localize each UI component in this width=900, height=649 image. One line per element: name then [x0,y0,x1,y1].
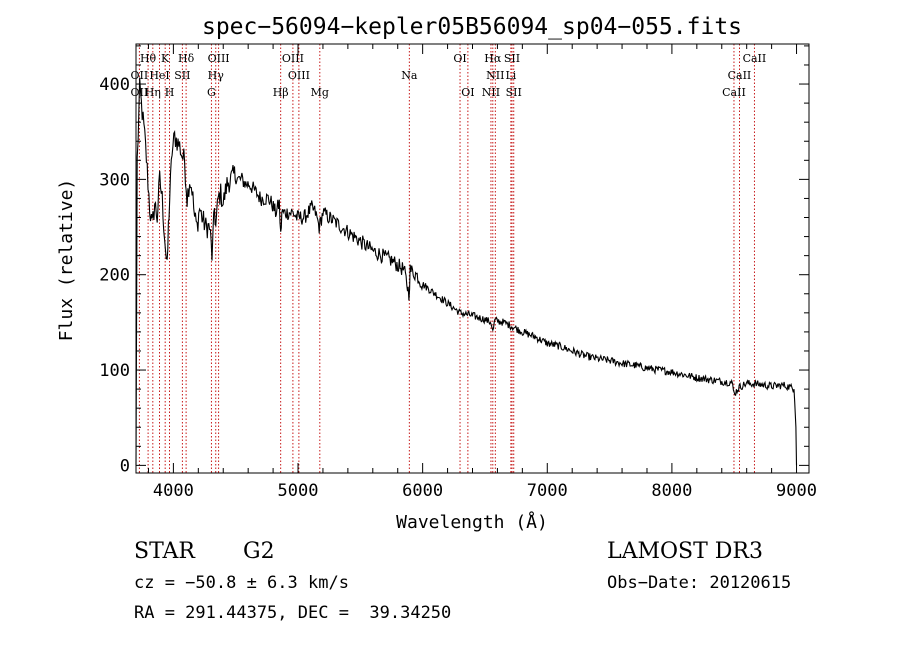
spectral-line-label: HeI [149,69,169,82]
x-tick-label: 8000 [651,481,692,501]
spectral-line-label: OIII [288,69,310,82]
spectral-line-label: CaII [722,86,746,99]
chart-title: spec−56094−kepler05B56094_sp04−055.fits [202,14,742,40]
spectral-line-label: SII [506,86,522,99]
spectral-line-label: NII [486,69,504,82]
spectral-line-label: Mg [311,86,329,99]
spectral-line-label: OI [453,52,466,65]
spectral-line-label: CaII [728,69,752,82]
spectral-line-label: SII [504,52,520,65]
object-class: STAR [134,539,195,564]
spectral-line-label: OIII [208,52,230,65]
spectral-line-label: Hη [145,86,161,99]
spectral-line-label: Na [401,69,418,82]
observation-date: Obs−Date: 20120615 [607,573,792,593]
y-tick-label: 300 [99,170,130,190]
y-tick-label: 400 [99,75,130,95]
redshift-velocity: cz = −50.8 ± 6.3 km/s [134,573,349,593]
spectral-line-label: OII [131,69,149,82]
spectral-line-label: CaII [743,52,767,65]
x-tick-label: 5000 [278,481,319,501]
spectral-line-label: OIII [282,52,304,65]
y-tick-label: 100 [99,361,130,381]
spectral-line-label: NII [482,86,500,99]
spectral-line-label: Hγ [208,69,225,82]
spectral-line-label: Hδ [178,52,195,65]
spectral-line-label: Hβ [273,86,289,99]
y-axis-label: Flux (relative) [56,179,77,342]
x-tick-label: 9000 [776,481,817,501]
spectral-line-label: Hθ [140,52,157,65]
x-tick-label: 7000 [527,481,568,501]
y-tick-label: 0 [120,456,130,476]
x-tick-label: 4000 [153,481,194,501]
spectral-line-label: K [161,52,170,65]
x-axis-ticks: 4000 5000 6000 7000 8000 9000 [147,44,817,501]
survey-name: LAMOST DR3 [607,539,763,564]
object-subclass: G2 [243,539,275,564]
spectral-line-label: SII [174,69,190,82]
spectral-line-label: G [207,86,216,99]
x-tick-label: 6000 [402,481,443,501]
y-axis-ticks: 0 100 200 300 400 [99,45,809,476]
y-tick-label: 200 [99,266,130,286]
spectral-line-label: Hα [484,52,502,65]
spectral-line-label: H [165,86,175,99]
spectral-line-markers [138,44,755,473]
spectral-line-label: Li [505,69,516,82]
spectrum-line [135,77,798,466]
spectral-line-label: OI [461,86,474,99]
coordinates: RA = 291.44375, DEC = 39.34250 [134,603,452,623]
plot-frame [135,43,810,474]
x-axis-label: Wavelength (Å) [396,511,548,533]
